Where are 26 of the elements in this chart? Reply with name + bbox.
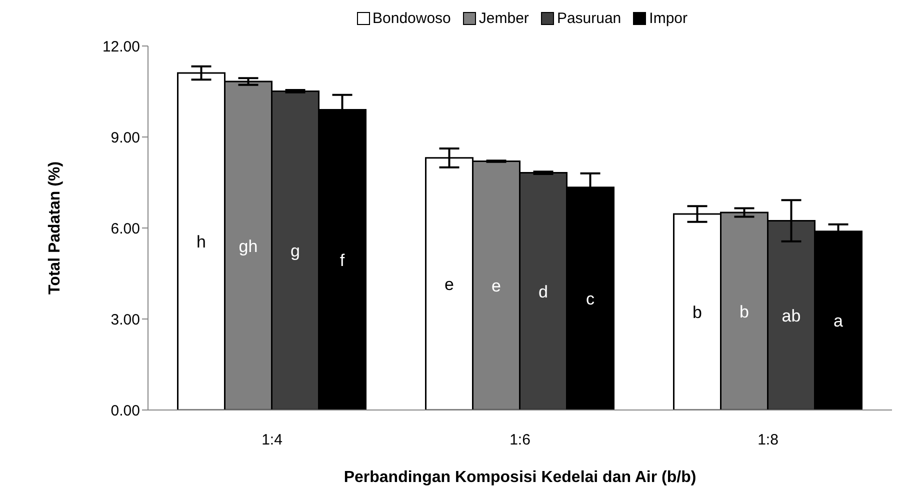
- data-label: e: [444, 275, 454, 294]
- data-label: a: [834, 312, 844, 331]
- data-label: c: [586, 290, 596, 309]
- data-label: b: [740, 302, 749, 322]
- legend-label: Impor: [649, 10, 688, 27]
- data-label: d: [538, 282, 548, 302]
- x-tick-label: 1:8: [758, 432, 778, 449]
- y-tick-label: 3.00: [110, 311, 140, 328]
- legend-label: Bondowoso: [372, 10, 451, 27]
- y-axis-title: Total Padatan (%): [46, 161, 64, 295]
- x-tick-label: 1:4: [262, 432, 282, 449]
- y-tick-label: 9.00: [110, 129, 140, 146]
- legend-label: Jember: [478, 10, 529, 27]
- x-tick-label: 1:6: [510, 432, 530, 449]
- legend-label: Pasuruan: [556, 10, 622, 27]
- data-label: g: [290, 242, 300, 261]
- data-label: ab: [782, 306, 801, 326]
- x-axis-title: Perbandingan Komposisi Kedelai dan Air (b/b): [344, 469, 696, 486]
- y-tick-label: 0.00: [110, 402, 140, 420]
- data-label: f: [340, 250, 345, 270]
- y-tick-label: 6.00: [110, 220, 140, 238]
- data-label: h: [196, 232, 206, 252]
- data-label: gh: [238, 236, 258, 256]
- data-label: b: [692, 303, 702, 322]
- data-label: e: [492, 276, 501, 296]
- y-tick-label: 12.00: [102, 38, 140, 56]
